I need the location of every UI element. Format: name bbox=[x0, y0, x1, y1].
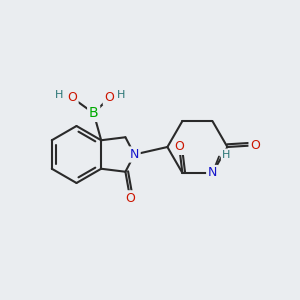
Text: O: O bbox=[250, 139, 260, 152]
Text: O: O bbox=[104, 91, 114, 104]
Text: N: N bbox=[130, 148, 139, 161]
Text: H: H bbox=[55, 90, 64, 100]
Text: O: O bbox=[67, 91, 77, 104]
Text: N: N bbox=[208, 167, 217, 179]
Text: O: O bbox=[125, 192, 135, 205]
Text: B: B bbox=[89, 106, 98, 120]
Text: H: H bbox=[117, 90, 125, 100]
Text: H: H bbox=[222, 150, 231, 160]
Text: O: O bbox=[175, 140, 184, 153]
